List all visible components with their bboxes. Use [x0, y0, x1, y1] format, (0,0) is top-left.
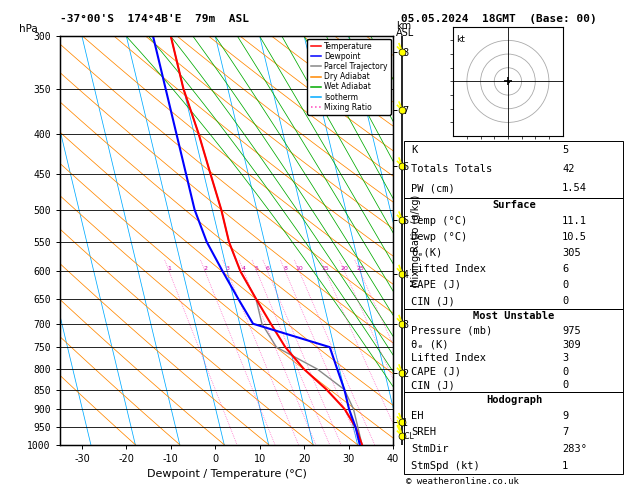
Text: 5: 5 [562, 145, 568, 156]
Text: CIN (J): CIN (J) [411, 381, 455, 390]
Text: 4: 4 [242, 266, 246, 272]
Bar [404, 197, 623, 309]
Text: Surface: Surface [492, 200, 536, 210]
Text: Most Unstable: Most Unstable [473, 312, 555, 321]
Text: kt: kt [456, 35, 465, 44]
Bar [404, 309, 623, 392]
Text: 6: 6 [266, 266, 270, 272]
Text: km: km [396, 21, 411, 31]
Text: 42: 42 [562, 164, 574, 174]
Text: 2: 2 [203, 266, 207, 272]
Text: hPa: hPa [19, 24, 38, 34]
Text: CAPE (J): CAPE (J) [411, 367, 461, 377]
Text: 5: 5 [255, 266, 259, 272]
Text: 3: 3 [562, 353, 568, 363]
Text: Totals Totals: Totals Totals [411, 164, 493, 174]
Text: LCL: LCL [400, 432, 413, 441]
Text: 1.54: 1.54 [562, 183, 587, 193]
Text: 0: 0 [562, 296, 568, 306]
Text: 309: 309 [562, 340, 581, 349]
Text: EH: EH [411, 411, 423, 420]
Text: 3: 3 [225, 266, 230, 272]
Text: K: K [411, 145, 417, 156]
Text: PW (cm): PW (cm) [411, 183, 455, 193]
Text: StmSpd (kt): StmSpd (kt) [411, 461, 480, 470]
Text: Hodograph: Hodograph [486, 395, 542, 405]
Bar [404, 141, 623, 197]
Text: 10: 10 [296, 266, 303, 272]
Text: Lifted Index: Lifted Index [411, 353, 486, 363]
Text: 283°: 283° [562, 444, 587, 454]
Text: Temp (°C): Temp (°C) [411, 216, 467, 226]
Text: 975: 975 [562, 326, 581, 336]
Text: -37°00'S  174°4B'E  79m  ASL: -37°00'S 174°4B'E 79m ASL [60, 14, 248, 24]
Text: 25: 25 [356, 266, 364, 272]
Y-axis label: Mixing Ratio (g/kg): Mixing Ratio (g/kg) [411, 194, 421, 287]
Text: © weatheronline.co.uk: © weatheronline.co.uk [406, 477, 518, 486]
Text: Pressure (mb): Pressure (mb) [411, 326, 493, 336]
Text: 6: 6 [562, 264, 568, 274]
Text: 1: 1 [167, 266, 171, 272]
Text: CIN (J): CIN (J) [411, 296, 455, 306]
Text: 0: 0 [562, 280, 568, 290]
Text: 0: 0 [562, 367, 568, 377]
Text: 7: 7 [562, 427, 568, 437]
X-axis label: Dewpoint / Temperature (°C): Dewpoint / Temperature (°C) [147, 469, 306, 479]
Text: 11.1: 11.1 [562, 216, 587, 226]
Text: 1: 1 [562, 461, 568, 470]
Legend: Temperature, Dewpoint, Parcel Trajectory, Dry Adiabat, Wet Adiabat, Isotherm, Mi: Temperature, Dewpoint, Parcel Trajectory… [308, 39, 391, 115]
Text: 0: 0 [562, 381, 568, 390]
Text: 15: 15 [321, 266, 330, 272]
Text: 20: 20 [341, 266, 348, 272]
Bar [404, 392, 623, 474]
Text: 8: 8 [283, 266, 287, 272]
Text: CAPE (J): CAPE (J) [411, 280, 461, 290]
Text: ASL: ASL [396, 29, 415, 38]
Text: θₑ(K): θₑ(K) [411, 248, 442, 258]
Text: StmDir: StmDir [411, 444, 448, 454]
Text: SREH: SREH [411, 427, 436, 437]
Text: Dewp (°C): Dewp (°C) [411, 232, 467, 242]
Text: 10.5: 10.5 [562, 232, 587, 242]
Text: 305: 305 [562, 248, 581, 258]
Text: 05.05.2024  18GMT  (Base: 00): 05.05.2024 18GMT (Base: 00) [401, 14, 597, 24]
Text: Lifted Index: Lifted Index [411, 264, 486, 274]
Text: θₑ (K): θₑ (K) [411, 340, 448, 349]
Text: 9: 9 [562, 411, 568, 420]
